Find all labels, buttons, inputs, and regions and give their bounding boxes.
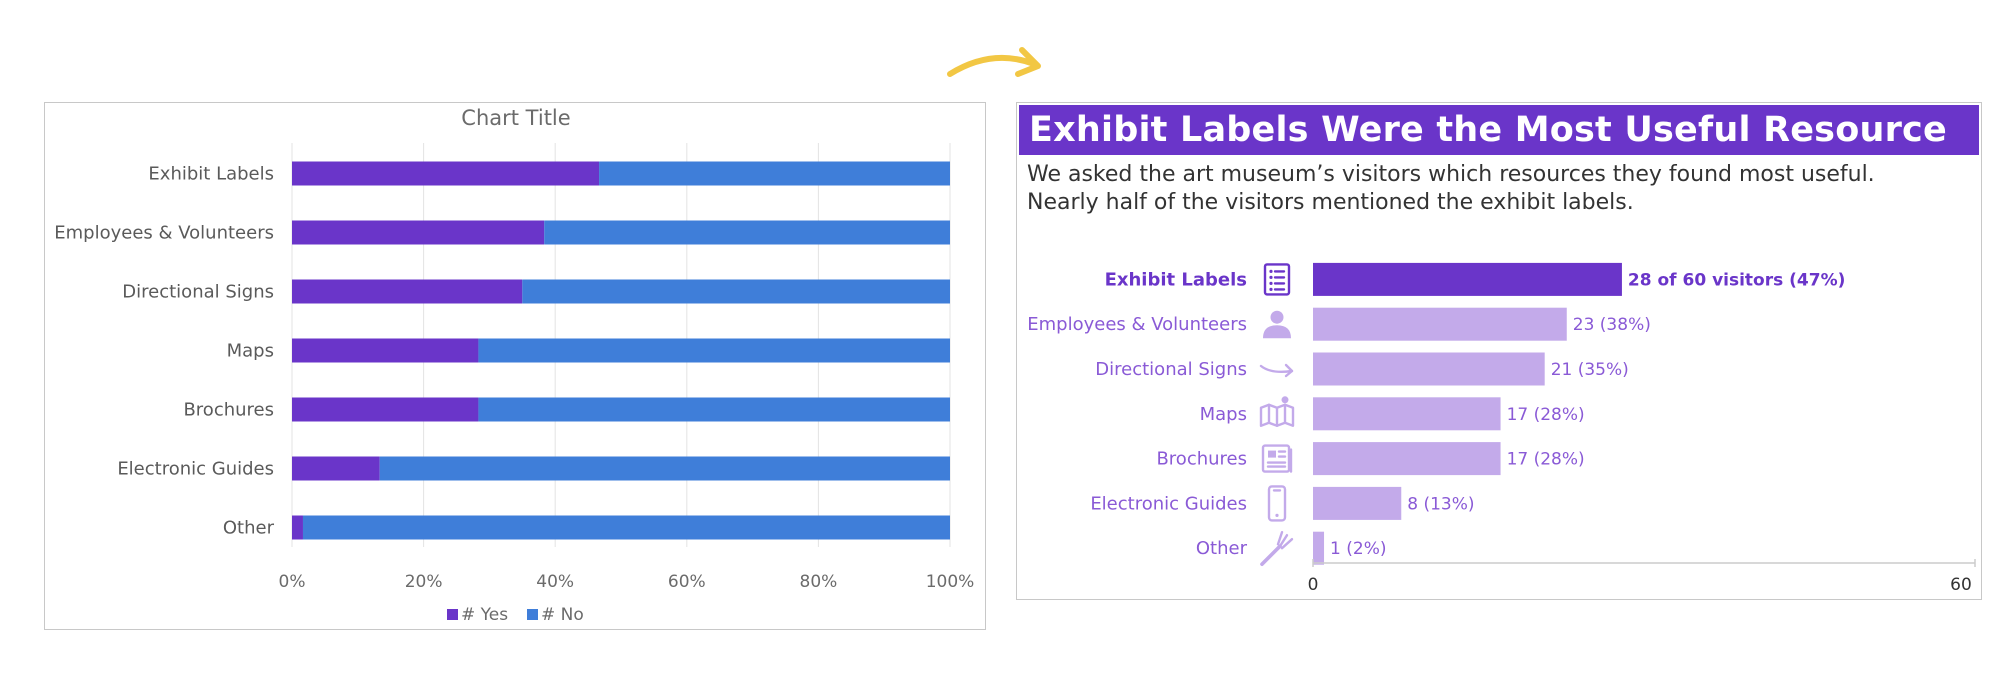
icon-dot (1269, 281, 1273, 285)
newspaper-icon (1261, 444, 1293, 473)
x-tick-label: 40% (536, 572, 574, 592)
category-label: Electronic Guides (1090, 493, 1247, 514)
icon-photo (1268, 450, 1276, 458)
icon-pin (1281, 396, 1289, 404)
icon-arrow-shaft (1259, 364, 1294, 374)
x-tick-label: 20% (405, 572, 443, 592)
category-label: Exhibit Labels (1105, 269, 1247, 290)
x-axis-min-label: 0 (1308, 575, 1319, 595)
chart-title: Chart Title (461, 106, 570, 130)
icon-map-outline (1259, 403, 1295, 427)
bar (1313, 262, 1622, 296)
bar-yes (292, 338, 479, 363)
data-label: 23 (38%) (1573, 315, 1651, 335)
bar-yes (292, 515, 303, 540)
fork-icon (1260, 531, 1294, 567)
icon-dot (1269, 275, 1273, 279)
x-tick-label: 60% (668, 572, 706, 592)
category-label: Brochures (183, 400, 274, 421)
bar-no (544, 220, 950, 245)
legend-label: # No (541, 605, 584, 625)
data-label: 17 (28%) (1507, 405, 1585, 425)
chart-headline: Exhibit Labels Were the Most Useful Reso… (1029, 110, 1947, 150)
icon-outline (1263, 263, 1291, 296)
icon-body (1263, 325, 1291, 339)
icon-outline (1261, 444, 1291, 473)
x-axis-max-label: 60 (1950, 575, 1972, 595)
data-label: 28 of 60 visitors (47%) (1628, 270, 1845, 290)
bar-yes (292, 220, 545, 245)
bar (1313, 442, 1501, 476)
bar-yes (292, 456, 380, 481)
icon-button (1275, 513, 1279, 517)
bar-no (478, 397, 950, 422)
icon-outline (1267, 485, 1287, 522)
list-document-icon (1263, 263, 1291, 296)
headline-banner: Exhibit Labels Were the Most Useful Reso… (1019, 105, 1979, 155)
bar-yes (292, 161, 600, 186)
x-tick-label: 0% (279, 572, 306, 592)
bar (1313, 307, 1567, 341)
data-label: 21 (35%) (1551, 360, 1629, 380)
map-icon (1259, 396, 1295, 427)
icon-dot (1269, 287, 1273, 291)
bar-no (302, 515, 950, 540)
chart-subtitle-line-1: We asked the art museum’s visitors which… (1027, 162, 1875, 187)
category-label: Directional Signs (1095, 359, 1247, 380)
curved-arrow-decoration (947, 47, 1041, 77)
category-label: Electronic Guides (117, 459, 274, 480)
category-label: Brochures (1156, 449, 1247, 470)
category-label: Employees & Volunteers (1027, 314, 1247, 335)
bar (1313, 352, 1545, 386)
bar (1313, 531, 1325, 565)
category-label: Employees & Volunteers (54, 223, 274, 244)
bar-no (522, 279, 950, 304)
bar (1313, 397, 1501, 431)
icon-tines (1276, 531, 1294, 550)
phone-icon (1267, 485, 1287, 522)
bar-yes (292, 397, 479, 422)
highlighted-bar-chart: Exhibit Labels 28 of 60 visitors (47%) Emp… (1027, 262, 1976, 595)
data-label: 17 (28%) (1507, 450, 1585, 470)
icon-head (1270, 310, 1284, 324)
category-label: Exhibit Labels (148, 164, 274, 185)
person-icon (1263, 310, 1291, 339)
bar-no (379, 456, 950, 481)
legend-swatch (447, 609, 458, 620)
icon-handle (1260, 544, 1282, 567)
bar-yes (292, 279, 523, 304)
x-tick-label: 100% (926, 572, 975, 592)
chart-subtitle-line-2: Nearly half of the visitors mentioned th… (1027, 190, 1634, 215)
bar-no (599, 161, 950, 186)
category-label: Directional Signs (122, 282, 274, 303)
stacked-bar-chart-panel: Chart Title 0% 20% 40% 60% 80% 100% Exhibit Lab… (44, 102, 986, 630)
data-label: 8 (13%) (1407, 494, 1474, 514)
category-label: Maps (1200, 404, 1247, 425)
category-label: Maps (227, 341, 274, 362)
stacked-bar-chart: Chart Title 0% 20% 40% 60% 80% 100% Exhibit Lab… (54, 106, 975, 625)
legend-label: # Yes (461, 605, 508, 625)
category-label: Other (223, 518, 275, 539)
data-label: 1 (2%) (1330, 539, 1386, 559)
category-label: Other (1196, 538, 1248, 559)
bar-no (478, 338, 950, 363)
icon-arrow-head (1284, 363, 1294, 378)
icon-dot (1269, 269, 1273, 273)
legend-swatch (527, 609, 538, 620)
x-tick-label: 80% (800, 572, 838, 592)
redesigned-bar-chart-panel: Exhibit Labels Were the Most Useful Reso… (1016, 102, 1982, 600)
curved-arrow-icon (1259, 363, 1294, 378)
bar (1313, 486, 1402, 520)
